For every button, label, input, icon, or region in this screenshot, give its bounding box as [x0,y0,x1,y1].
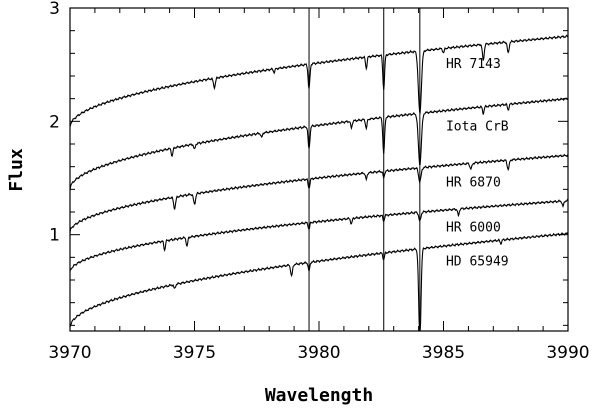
x-tick-label: 3980 [297,343,340,363]
series-label-4: HR 6000 [446,220,501,235]
series-labels: HR 7143 Iota CrB HR 6870 HR 6000 HD 65949 [446,57,509,269]
series-label-5: HD 65949 [446,255,509,270]
y-axis-title: Flux [6,148,27,192]
x-tick-label: 3985 [422,343,465,363]
spectrum-line-4 [69,198,569,272]
spectrum-line-3 [69,153,569,233]
series-label-2: Iota CrB [446,120,509,135]
axis-ticks [69,7,569,331]
tick-labels: 3970 3975 3980 3985 3990 1 2 3 [48,0,589,363]
x-axis-title: Wavelength [265,385,373,406]
x-tick-label: 3990 [546,343,589,363]
spectrum-line-5 [69,232,569,332]
spectra-series [69,34,569,332]
series-label-3: HR 6870 [446,175,501,190]
x-tick-label: 3970 [48,343,91,363]
spectrum-line-2 [69,97,569,191]
y-tick-label: 3 [49,0,60,19]
y-tick-label: 1 [49,226,60,246]
series-label-1: HR 7143 [446,57,501,72]
y-tick-label: 2 [49,112,60,132]
x-tick-label: 3975 [173,343,216,363]
reference-lines [308,8,421,331]
spectrum-line-1 [69,34,569,127]
